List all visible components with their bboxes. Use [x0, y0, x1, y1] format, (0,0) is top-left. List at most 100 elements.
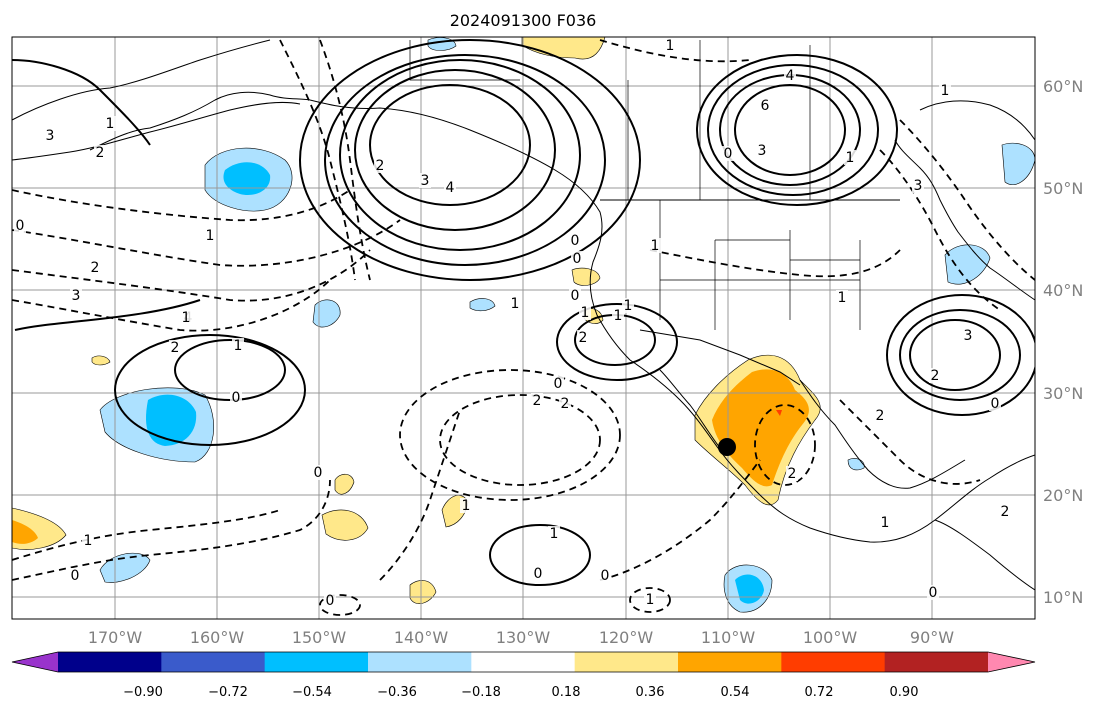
shade-yellow-small-3 [334, 473, 355, 495]
contour-label: 1 [941, 83, 950, 99]
contour-label-bg [612, 308, 624, 323]
contour-label: 2 [91, 260, 100, 276]
contour-label: 4 [786, 68, 795, 84]
colorbar-label: −0.72 [208, 685, 248, 700]
shade-light-blue-east-coast [944, 244, 991, 285]
contour-label-bg [559, 396, 571, 411]
shade-blue-west [223, 162, 271, 196]
shade-orange-mexico [712, 369, 809, 487]
longitude-labels: 170°W 160°W 150°W 140°W 130°W 120°W 110°… [88, 628, 954, 647]
contour-label-bg [989, 396, 1001, 411]
state-lines [659, 200, 861, 330]
contour-label-bg [552, 376, 564, 391]
contour-label-bg [929, 368, 941, 383]
contour-label: 1 [614, 308, 623, 324]
contour-labels: 1321012342102344630132101210202110120123… [14, 38, 1011, 609]
lat-label: 20°N [1043, 486, 1083, 505]
coastlines [12, 39, 1035, 591]
border-us-mexico [639, 329, 801, 386]
contour-label: 1 [234, 338, 243, 354]
contour-label: 4 [446, 180, 455, 196]
contour-label-bg [14, 218, 26, 233]
colorbar-segment [161, 652, 266, 672]
contour-label-bg [844, 150, 856, 165]
contour-label: 6 [761, 98, 770, 114]
colorbar-label: 0.72 [805, 685, 834, 700]
lon-label: 90°W [910, 628, 954, 647]
contour-label: 1 [511, 296, 520, 312]
contours-east-high [886, 294, 1035, 416]
coast-east-us [894, 139, 1035, 301]
contour-label: 2 [876, 408, 885, 424]
contour-label-bg [232, 338, 244, 353]
contour-label: 2 [171, 340, 180, 356]
contour-label-bg [230, 390, 242, 405]
coast-caribbean [934, 519, 1035, 591]
colorbar-label: 0.90 [890, 685, 919, 700]
coast-aleutians [12, 101, 301, 161]
colorbar-segment [884, 652, 989, 672]
colorbar-segment [678, 652, 782, 672]
colorbar-label: −0.36 [377, 685, 417, 700]
colorbar-segment [368, 652, 472, 672]
shade-orange-west-left-edge [12, 520, 38, 544]
coast-mexico-inner [659, 369, 721, 449]
contour-label: 1 [651, 238, 660, 254]
contour-label-bg [756, 143, 768, 158]
contour-label-bg [664, 38, 676, 53]
contour-label: 2 [533, 393, 542, 409]
contour-label: 1 [462, 498, 471, 514]
shade-yellow-california [571, 267, 601, 286]
contour-label-bg [939, 83, 951, 98]
contour-lines [12, 39, 1035, 616]
shade-yellow-top [521, 37, 606, 60]
map-title: 2024091300 F036 [450, 11, 597, 30]
contour-label: 0 [326, 593, 335, 609]
contour-label: 0 [232, 390, 241, 406]
lat-label: 30°N [1043, 384, 1083, 403]
colorbar-segment [58, 652, 162, 672]
contour-label-bg [927, 585, 939, 600]
contour-label: 0 [554, 376, 563, 392]
contour-label-bg [786, 466, 798, 481]
contour-label-bg [879, 515, 891, 530]
colorbar-segment [264, 652, 369, 672]
contour-label: 0 [929, 585, 938, 601]
contour-label-bg [324, 593, 336, 608]
contour-label-bg [874, 408, 886, 423]
contour-label: 0 [724, 146, 733, 162]
contour-label: 0 [573, 251, 582, 267]
shade-light-blue-gulf [847, 458, 865, 471]
lon-label: 170°W [88, 628, 143, 647]
contour-label-bg [622, 298, 634, 313]
graticule [12, 37, 1035, 619]
coast-siberia [12, 39, 271, 121]
colorbar [11, 651, 1036, 673]
contour-label-bg [169, 340, 181, 355]
contour-label: 2 [579, 330, 588, 346]
contour-label: 2 [561, 396, 570, 412]
colorbar-label: 0.18 [552, 685, 581, 700]
colorbar-extend-high [988, 652, 1035, 672]
contour-label: 1 [846, 150, 855, 166]
shade-yellow-small-5 [91, 355, 111, 366]
coast-alaska-panhandle [309, 99, 1035, 543]
shade-yellow-small-4 [409, 580, 437, 604]
contour-label: 0 [571, 288, 580, 304]
contour-label-bg [204, 228, 216, 243]
colorbar-segment [574, 652, 679, 672]
shade-light-blue-small-1 [312, 299, 341, 328]
contour-label-bg [104, 116, 116, 131]
contour-label: 0 [601, 568, 610, 584]
contour-label-bg [94, 145, 106, 160]
contour-label-bg [962, 328, 974, 343]
contour-label-bg [89, 260, 101, 275]
contour-label-bg [599, 568, 611, 583]
contour-label: 1 [106, 116, 115, 132]
contour-label: 0 [571, 233, 580, 249]
contour-label: 1 [646, 592, 655, 608]
colorbar-label: −0.18 [461, 685, 501, 700]
colorbar-extend-low [12, 652, 58, 672]
shade-red-mexico [776, 410, 782, 416]
contour-label: 0 [16, 218, 25, 234]
